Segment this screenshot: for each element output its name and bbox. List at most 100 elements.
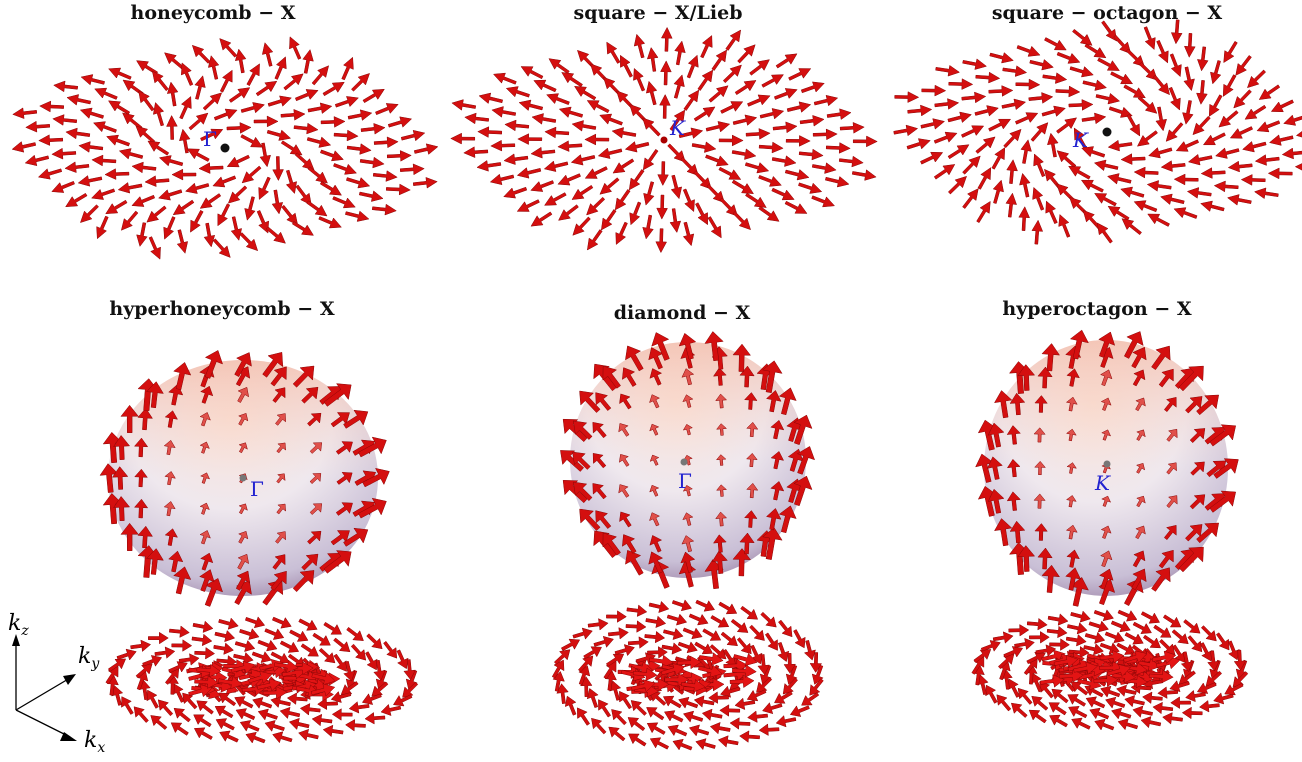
vector-arrow xyxy=(696,600,715,611)
vector-arrow xyxy=(992,148,1005,170)
vector-arrow xyxy=(148,141,169,155)
vector-arrow xyxy=(1094,610,1113,621)
vector-arrow xyxy=(1259,85,1280,100)
vector-arrow xyxy=(826,143,850,154)
vector-arrow xyxy=(300,704,320,716)
vector-arrow xyxy=(215,631,235,642)
vector-arrow xyxy=(401,130,425,141)
vector-arrow xyxy=(1097,223,1112,243)
vector-arrow xyxy=(963,59,987,70)
vector-arrow xyxy=(643,215,654,239)
vector-arrow xyxy=(236,709,255,720)
point-label-k-square-lieb: K xyxy=(669,116,686,140)
vector-arrow xyxy=(1042,106,1066,116)
vector-arrow xyxy=(1171,20,1182,44)
vector-arrow xyxy=(1118,610,1137,621)
vector-arrow xyxy=(333,163,356,174)
vector-arrow xyxy=(986,685,998,703)
vector-arrow xyxy=(158,700,173,716)
vector-arrow xyxy=(193,621,213,632)
vector-arrow xyxy=(601,209,616,230)
vector-arrow xyxy=(750,625,765,641)
vector-arrow xyxy=(241,135,263,148)
vector-arrow xyxy=(203,93,222,110)
vector-arrow xyxy=(661,27,672,51)
vector-arrow xyxy=(268,96,291,107)
vector-arrow xyxy=(295,153,314,170)
vector-arrow xyxy=(647,723,665,735)
vector-arrow xyxy=(1047,133,1058,157)
vector-arrow xyxy=(683,222,694,246)
vector-arrow xyxy=(789,69,811,81)
vector-arrow xyxy=(1234,90,1252,108)
vector-arrow xyxy=(1268,168,1292,179)
vector-arrow xyxy=(661,61,672,85)
vector-arrow xyxy=(746,129,770,140)
vector-arrow xyxy=(320,150,343,161)
vector-arrow xyxy=(194,715,212,727)
vector-arrow xyxy=(333,197,356,208)
vector-arrow xyxy=(949,79,973,90)
vector-arrow xyxy=(65,162,89,173)
vector-arrow xyxy=(235,641,255,652)
vector-arrow xyxy=(1072,29,1092,45)
vector-arrow xyxy=(908,105,932,116)
vector-arrow xyxy=(299,729,319,740)
vector-arrow xyxy=(650,738,669,750)
vector-arrow xyxy=(1176,140,1199,152)
vector-arrow xyxy=(852,170,876,181)
vector-arrow xyxy=(301,644,319,657)
vector-arrow xyxy=(1004,129,1022,148)
vector-arrow xyxy=(171,723,188,736)
vector-arrow xyxy=(1066,635,1086,646)
vector-arrow xyxy=(1016,79,1040,90)
vector-arrow xyxy=(1209,95,1222,117)
vector-arrow xyxy=(506,87,529,98)
vector-arrow xyxy=(504,154,528,165)
vector-arrow xyxy=(147,206,167,222)
vector-arrow xyxy=(1216,148,1240,159)
vector-arrow xyxy=(1002,99,1026,110)
vector-arrow xyxy=(229,88,250,103)
vector-arrow xyxy=(195,76,205,100)
vector-arrow xyxy=(627,605,647,617)
vector-arrow xyxy=(814,95,838,106)
vector-arrow xyxy=(571,155,595,166)
vector-arrow xyxy=(259,177,271,200)
vector-arrow xyxy=(1210,60,1220,84)
vector-arrow xyxy=(334,130,358,141)
vector-arrow xyxy=(1049,703,1067,715)
vector-arrow xyxy=(347,627,364,640)
vector-arrow xyxy=(778,620,792,637)
vector-arrow xyxy=(26,121,50,132)
vector-arrow xyxy=(1133,706,1153,717)
vector-arrow xyxy=(1270,135,1294,146)
vector-arrow xyxy=(227,155,249,167)
vector-arrow xyxy=(351,644,366,660)
vector-arrow xyxy=(709,86,728,103)
vector-arrow xyxy=(726,30,741,51)
vector-arrow xyxy=(289,37,301,60)
vector-arrow xyxy=(671,175,682,199)
vector-arrow xyxy=(275,57,287,80)
vector-arrow xyxy=(245,617,264,628)
vector-arrow xyxy=(531,212,552,226)
vector-arrow xyxy=(631,700,647,715)
vector-arrow xyxy=(132,195,155,206)
vector-arrow xyxy=(1112,708,1132,719)
vector-arrow xyxy=(479,93,503,104)
vector-arrow xyxy=(1121,187,1144,197)
vector-arrow xyxy=(177,230,188,254)
vector-arrow xyxy=(647,48,658,72)
vector-arrow xyxy=(1057,52,1080,63)
vector-arrow xyxy=(1247,70,1265,88)
vector-arrow xyxy=(1069,166,1091,179)
vector-arrow xyxy=(307,201,327,216)
vector-arrow xyxy=(1149,148,1173,158)
vector-arrow xyxy=(1098,58,1120,71)
vector-arrow xyxy=(295,89,318,100)
vector-arrow xyxy=(262,43,273,67)
vector-arrow xyxy=(66,193,88,207)
vector-arrow xyxy=(1214,181,1238,192)
vector-arrow xyxy=(1137,131,1157,147)
